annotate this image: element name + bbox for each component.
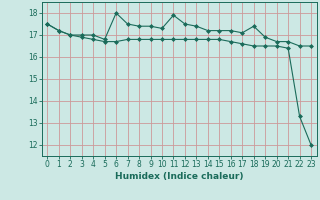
X-axis label: Humidex (Indice chaleur): Humidex (Indice chaleur) (115, 172, 244, 181)
